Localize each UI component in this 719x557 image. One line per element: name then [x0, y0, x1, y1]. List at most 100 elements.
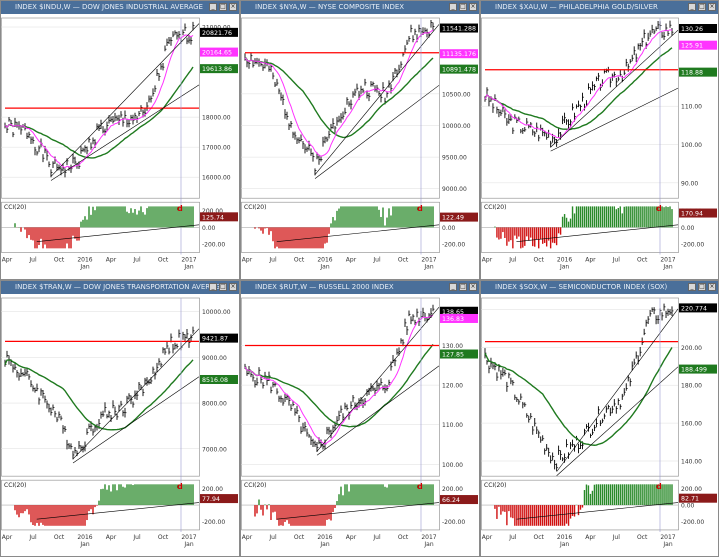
minimize-button[interactable]: _ [688, 283, 696, 291]
divergence-marker: d [417, 482, 423, 491]
price-tick-label: 7000.00 [202, 446, 227, 453]
maximize-button[interactable]: □ [698, 283, 706, 291]
price-tick-label: 180.00 [681, 383, 702, 390]
maximize-button[interactable]: □ [219, 3, 227, 11]
x-tick-sublabel: Jan [319, 541, 329, 548]
maximize-button[interactable]: □ [459, 3, 467, 11]
x-tick-label: Jul [132, 257, 141, 264]
fast-moving-average [4, 34, 194, 169]
trendline-upper [50, 23, 200, 177]
price-label: 19613.86 [202, 66, 232, 73]
x-tick-label: Apr [2, 257, 13, 264]
price-label: 118.88 [681, 70, 703, 77]
price-label-box [679, 67, 717, 77]
close-button[interactable]: × [469, 283, 477, 291]
price-label-box [679, 364, 717, 374]
x-tick-sublabel: Jan [423, 541, 433, 548]
maximize-button[interactable]: □ [698, 3, 706, 11]
price-tick-label: 16000.00 [202, 175, 231, 182]
price-tick-label: 110.00 [442, 422, 463, 429]
divergence-marker: d [656, 482, 662, 491]
close-button[interactable]: × [469, 3, 477, 11]
price-tick-label: 8000.00 [202, 401, 227, 408]
price-tick-label: 10500.00 [442, 91, 471, 98]
cci-value: 77.94 [202, 496, 220, 503]
window-controls: _ □ × [688, 283, 716, 291]
trendline-upper [314, 24, 440, 175]
price-label: 130.26 [681, 26, 703, 33]
fast-moving-average [484, 29, 673, 139]
cci-value-box [679, 208, 717, 218]
x-tick-label: Apr [2, 534, 13, 541]
chart-panel-4[interactable]: INDEX $TRAN,W — DOW JONES TRANSPORTATION… [0, 280, 240, 557]
chart-panel-5[interactable]: INDEX $RUT,W — RUSSELL 2000 INDEX _ □ × 130.… [240, 280, 480, 557]
price-tick-label: 10000.00 [442, 123, 471, 130]
minimize-button[interactable]: _ [209, 283, 217, 291]
x-tick-label: 2016 [317, 257, 332, 264]
cci-value: 66.24 [442, 497, 460, 504]
x-tick-label: 2017 [421, 257, 436, 264]
price-pane [241, 17, 440, 199]
price-tick-label: 100.00 [442, 462, 463, 469]
panel-title: INDEX $RUT,W — RUSSELL 2000 INDEX [241, 281, 479, 294]
x-tick-label: 2017 [660, 534, 675, 541]
trendline-upper [556, 308, 679, 472]
price-label-box [679, 24, 717, 34]
x-tick-label: Oct [294, 257, 305, 264]
maximize-button[interactable]: □ [459, 283, 467, 291]
minimize-button[interactable]: _ [449, 3, 457, 11]
chart-panel-6[interactable]: INDEX $SOX,W — SEMICONDUCTOR INDEX (SOX)… [480, 280, 719, 557]
minimize-button[interactable]: _ [688, 3, 696, 11]
chart-svg: 10500.00 10000.00 9500.00 9000.00 11541.288 1… [241, 17, 478, 271]
close-button[interactable]: × [708, 283, 716, 291]
cci-label: CCI(20) [244, 482, 266, 489]
close-button[interactable]: × [229, 3, 237, 11]
price-label-box [440, 313, 478, 323]
price-tick-label: 10000.00 [202, 309, 231, 316]
price-label: 188.499 [681, 367, 707, 374]
trendline-lower [550, 87, 679, 152]
x-tick-sublabel: Jan [662, 264, 672, 271]
x-tick-label: 2016 [317, 534, 332, 541]
price-pane [481, 297, 679, 477]
x-tick-sublabel: Jan [559, 264, 569, 271]
x-tick-label: 2017 [181, 534, 196, 541]
chart-panel-3[interactable]: INDEX $XAU,W — PHILADELPHIA GOLD/SILVER _… [480, 0, 719, 280]
chart-svg: 10000.00 9000.00 8000.00 7000.00 9421.87 8516… [1, 297, 238, 548]
price-label-box [679, 40, 717, 50]
price-label: 10891.478 [442, 67, 476, 74]
minimize-button[interactable]: _ [209, 3, 217, 11]
price-label: 220.774 [681, 305, 707, 312]
maximize-button[interactable]: □ [219, 283, 227, 291]
trendline-upper [550, 29, 679, 148]
price-label-box [200, 333, 238, 343]
trendline-lower [314, 85, 440, 179]
x-tick-label: 2016 [77, 257, 92, 264]
divergence-marker: d [177, 482, 183, 491]
trendline-lower [50, 84, 200, 181]
x-tick-label: Oct [54, 534, 65, 541]
close-button[interactable]: × [229, 283, 237, 291]
price-label: 11135.176 [442, 51, 476, 58]
price-tick-label: 9000.00 [202, 355, 227, 362]
price-label-box [440, 64, 478, 74]
cci-tick-label: 200.00 [442, 486, 463, 493]
x-tick-label: 2016 [77, 534, 92, 541]
chart-svg: 220.00200.00180.00160.00140.00220.774188… [481, 297, 717, 548]
price-label: 127.85 [442, 352, 464, 359]
window-controls: _ □ × [209, 3, 237, 11]
x-tick-sublabel: Jan [183, 264, 193, 271]
fast-moving-average [244, 315, 434, 445]
window-controls: _ □ × [449, 3, 477, 11]
minimize-button[interactable]: _ [449, 283, 457, 291]
cci-tick-label: 200.00 [202, 486, 223, 493]
slow-moving-average [4, 66, 194, 159]
x-tick-label: Jul [372, 534, 381, 541]
chart-panel-1[interactable]: INDEX $INDU,W — DOW JONES INDUSTRIAL AVE… [0, 0, 240, 280]
cci-tick-label: 0.00 [442, 225, 456, 232]
chart-panel-2[interactable]: INDEX $NYA,W — NYSE COMPOSITE INDEX _ □ × 10… [240, 0, 480, 280]
close-button[interactable]: × [708, 3, 716, 11]
slow-moving-average [484, 47, 673, 131]
